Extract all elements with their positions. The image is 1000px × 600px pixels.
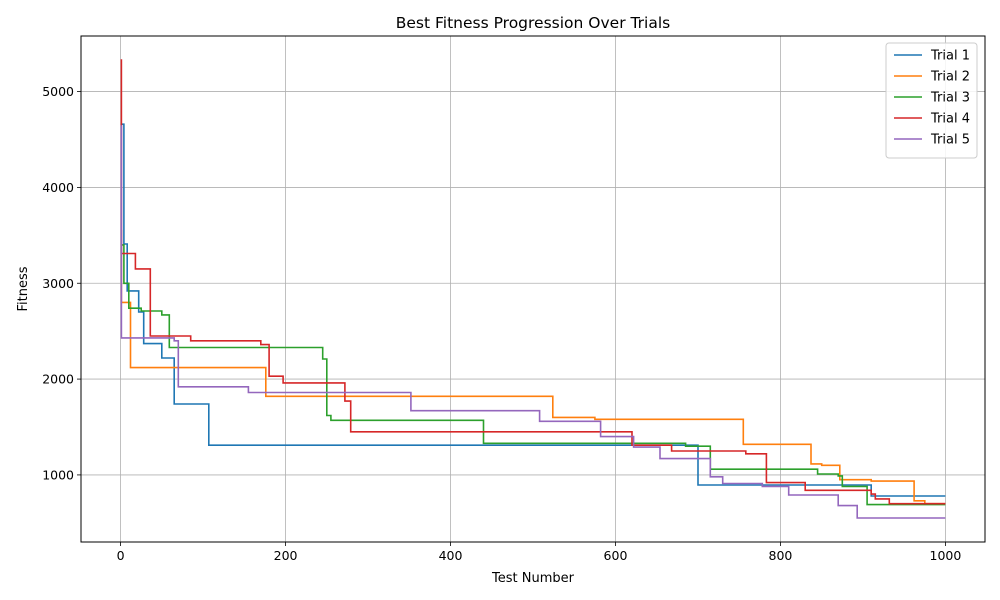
legend-label-trial-3: Trial 3: [930, 91, 970, 106]
plot-frame: [80, 35, 986, 543]
legend-box: [885, 42, 978, 159]
x-tick-label: 600: [604, 548, 628, 563]
series-line-trial-4: [120, 59, 946, 505]
legend-label-trial-1: Trial 1: [930, 49, 970, 64]
legend-label-trial-4: Trial 4: [930, 112, 970, 127]
series-line-trial-1: [120, 123, 946, 497]
x-tick-label: 200: [274, 548, 298, 563]
y-tick-label: 1000: [42, 467, 74, 482]
y-axis-label: Fitness: [16, 266, 31, 311]
x-axis-label: Test Number: [491, 571, 575, 586]
legend-label-trial-2: Trial 2: [930, 70, 970, 85]
series-line-trial-3: [120, 244, 946, 506]
y-tick-label: 4000: [42, 180, 74, 195]
y-tick-label: 5000: [42, 84, 74, 99]
x-tick-label: 400: [439, 548, 463, 563]
x-tick-label: 1000: [930, 548, 962, 563]
legend-label-trial-5: Trial 5: [930, 133, 970, 148]
chart-title: Best Fitness Progression Over Trials: [396, 14, 671, 32]
series-line-trial-2: [120, 229, 946, 505]
series-lines: [120, 59, 946, 519]
axis-ticks: 0 200 400 600 800 1000 1000 2000 3000 4000 5000: [42, 84, 961, 563]
x-tick-label: 0: [117, 548, 125, 563]
y-tick-label: 2000: [42, 372, 74, 387]
legend: Trial 1 Trial 2 Trial 3 Trial 4 Trial 5: [885, 42, 978, 159]
x-tick-label: 800: [769, 548, 793, 563]
grid: [81, 36, 985, 542]
series-line-trial-5: [120, 125, 946, 519]
y-tick-label: 3000: [42, 276, 74, 291]
